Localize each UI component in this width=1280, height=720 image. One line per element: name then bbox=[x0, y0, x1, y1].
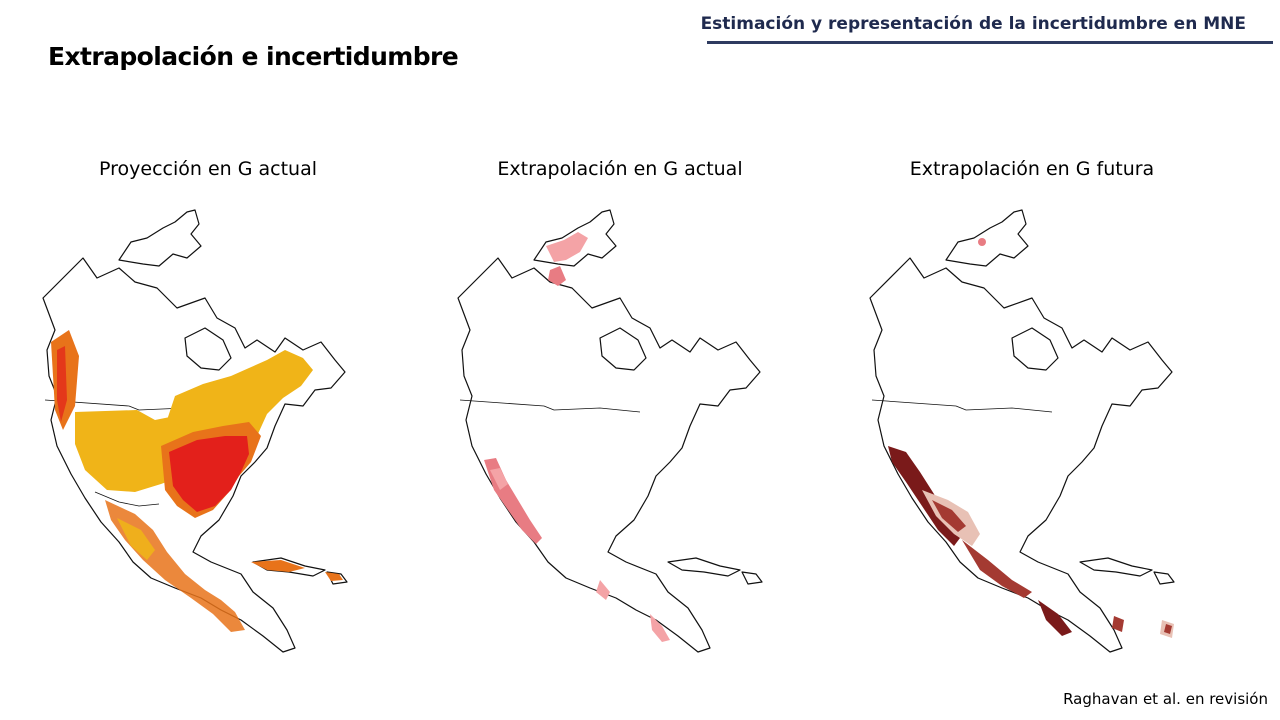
suitability-regions bbox=[51, 330, 343, 632]
map-current-projection bbox=[42, 209, 348, 653]
panel-title-current-extrapolation: Extrapolación en G actual bbox=[497, 158, 743, 180]
map-future-extrapolation bbox=[869, 209, 1175, 653]
extrapolation-regions bbox=[484, 232, 670, 642]
north-america-outline bbox=[42, 209, 348, 653]
north-america-outline bbox=[869, 209, 1175, 653]
header-title: Estimación y representación de la incert… bbox=[700, 14, 1246, 34]
panel-title-future-extrapolation: Extrapolación en G futura bbox=[909, 158, 1155, 180]
header-divider bbox=[707, 41, 1273, 44]
map-current-extrapolation bbox=[457, 209, 763, 653]
north-america-outline bbox=[457, 209, 763, 653]
panel-title-current-projection: Proyección en G actual bbox=[99, 158, 317, 180]
slide-title: Extrapolación e incertidumbre bbox=[48, 42, 459, 71]
extrapolation-regions bbox=[888, 238, 1174, 638]
citation: Raghavan et al. en revisión bbox=[1063, 690, 1268, 708]
